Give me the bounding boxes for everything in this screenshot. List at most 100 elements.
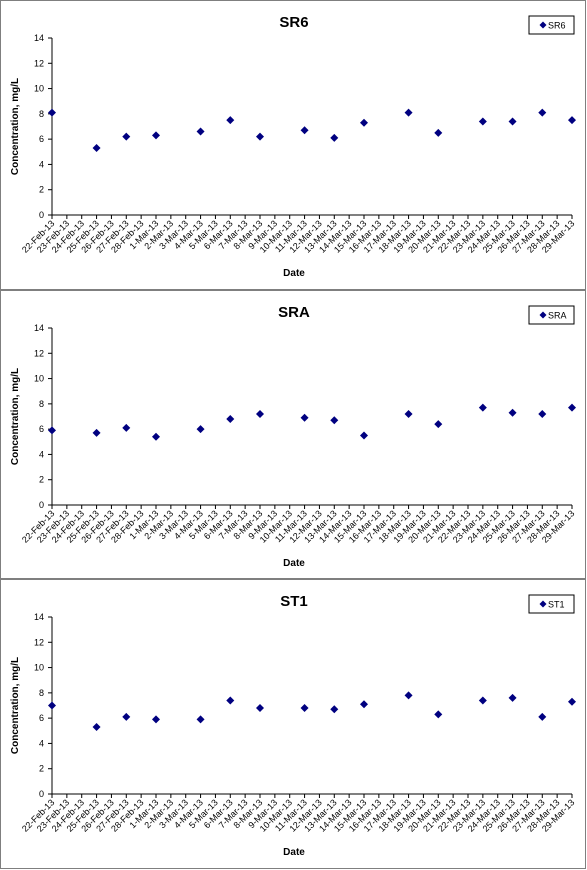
data-point: [226, 696, 235, 705]
data-point: [226, 116, 235, 125]
chart-title: ST1: [280, 593, 308, 610]
data-point: [330, 133, 339, 142]
y-axis-label: Concentration, mg/L: [10, 368, 21, 465]
legend-marker: [539, 21, 547, 29]
y-tick-label: 0: [39, 500, 44, 510]
y-tick-label: 0: [39, 789, 44, 799]
y-tick-label: 2: [39, 764, 44, 774]
x-axis-label: Date: [283, 847, 305, 858]
data-point: [196, 715, 205, 724]
data-point: [300, 704, 309, 713]
legend: SRA: [528, 305, 575, 325]
data-point: [404, 108, 413, 117]
legend-box: [528, 15, 575, 35]
x-axis-label: Date: [283, 268, 305, 279]
y-tick-label: 12: [34, 58, 44, 68]
legend-box: [528, 594, 575, 614]
y-tick-label: 4: [39, 738, 44, 748]
data-point: [568, 697, 576, 706]
y-axis-label: Concentration, mg/L: [10, 657, 21, 754]
data-point: [360, 118, 368, 127]
data-point: [538, 409, 547, 418]
data-point: [122, 423, 131, 432]
data-point: [48, 108, 56, 117]
data-point: [48, 426, 56, 435]
y-tick-label: 2: [39, 185, 44, 195]
data-point: [360, 431, 368, 440]
y-tick-label: 14: [34, 612, 44, 622]
data-point: [568, 403, 576, 412]
data-point: [152, 131, 160, 140]
y-tick-label: 14: [34, 33, 44, 43]
y-tick-label: 10: [34, 663, 44, 673]
data-point: [196, 425, 205, 434]
chart-panel-sra: SRA SRA 0 2 4 6 8 10 12 14 22-Feb-13 23-Feb-13 24-Fe…: [0, 290, 586, 579]
data-point: [478, 403, 487, 412]
data-point: [568, 116, 576, 125]
data-point: [434, 710, 443, 719]
data-point: [434, 420, 443, 429]
data-point: [538, 108, 547, 117]
data-point: [330, 705, 339, 714]
y-tick-label: 4: [39, 449, 44, 459]
y-tick-label: 6: [39, 424, 44, 434]
y-tick-label: 12: [34, 637, 44, 647]
data-point: [256, 409, 264, 418]
data-point: [360, 700, 368, 709]
y-tick-label: 8: [39, 109, 44, 119]
y-tick-label: 8: [39, 688, 44, 698]
y-tick-label: 4: [39, 159, 44, 169]
chart-title: SRA: [278, 304, 310, 321]
legend-label: SR6: [548, 21, 566, 31]
data-point: [404, 691, 413, 700]
chart-panel-st1: ST1 ST1 0 2 4 6 8 10 12 14 22-Feb-13 23-Feb-13 24-Fe…: [0, 579, 586, 869]
data-point: [478, 117, 487, 126]
legend-box: [528, 305, 575, 325]
data-point: [122, 712, 131, 721]
data-point: [256, 704, 264, 713]
data-point: [508, 117, 517, 126]
legend-marker: [539, 311, 547, 319]
y-tick-label: 10: [34, 374, 44, 384]
data-point: [508, 408, 517, 417]
data-point: [152, 715, 160, 724]
y-tick-label: 0: [39, 210, 44, 220]
y-axis-label: Concentration, mg/L: [10, 78, 21, 175]
chart-svg-sr6: SR6 SR60246810121422-Feb-1323-Feb-1324-Fe…: [10, 14, 576, 279]
y-tick-label: 12: [34, 348, 44, 358]
data-point: [122, 132, 131, 141]
legend-marker: [539, 600, 547, 608]
data-point: [538, 712, 547, 721]
x-axis-label: Date: [283, 558, 305, 569]
y-tick-label: 8: [39, 399, 44, 409]
data-point: [300, 126, 309, 135]
data-point: [226, 415, 235, 424]
data-point: [330, 416, 339, 425]
data-point: [508, 693, 517, 702]
data-point: [434, 128, 443, 137]
legend: SR6: [528, 15, 575, 35]
y-tick-label: 6: [39, 713, 44, 723]
data-point: [92, 143, 101, 152]
data-point: [478, 696, 487, 705]
data-point: [404, 409, 413, 418]
data-point: [48, 701, 56, 710]
legend: ST1: [528, 594, 575, 614]
y-tick-label: 14: [34, 323, 44, 333]
chart-svg-st1: ST1 ST10246810121422-Feb-1323-Feb-1324-Fe…: [10, 593, 576, 858]
data-point: [196, 127, 205, 136]
y-tick-label: 6: [39, 134, 44, 144]
legend-label: ST1: [548, 600, 565, 610]
data-point: [152, 432, 160, 441]
legend-label: SRA: [548, 311, 567, 321]
y-tick-label: 10: [34, 84, 44, 94]
chart-panel-sr6: SR6 SR6 0 2 4 6 8 10 12 14 22-Feb-13 23-Feb-13 24-Fe…: [0, 0, 586, 290]
chart-title: SR6: [279, 14, 308, 31]
data-point: [92, 428, 101, 437]
y-tick-label: 2: [39, 475, 44, 485]
data-point: [300, 413, 309, 422]
data-point: [92, 722, 101, 731]
chart-svg-sra: SRA SRA0246810121422-Feb-1323-Feb-1324-Fe…: [10, 304, 576, 569]
data-point: [256, 132, 264, 141]
